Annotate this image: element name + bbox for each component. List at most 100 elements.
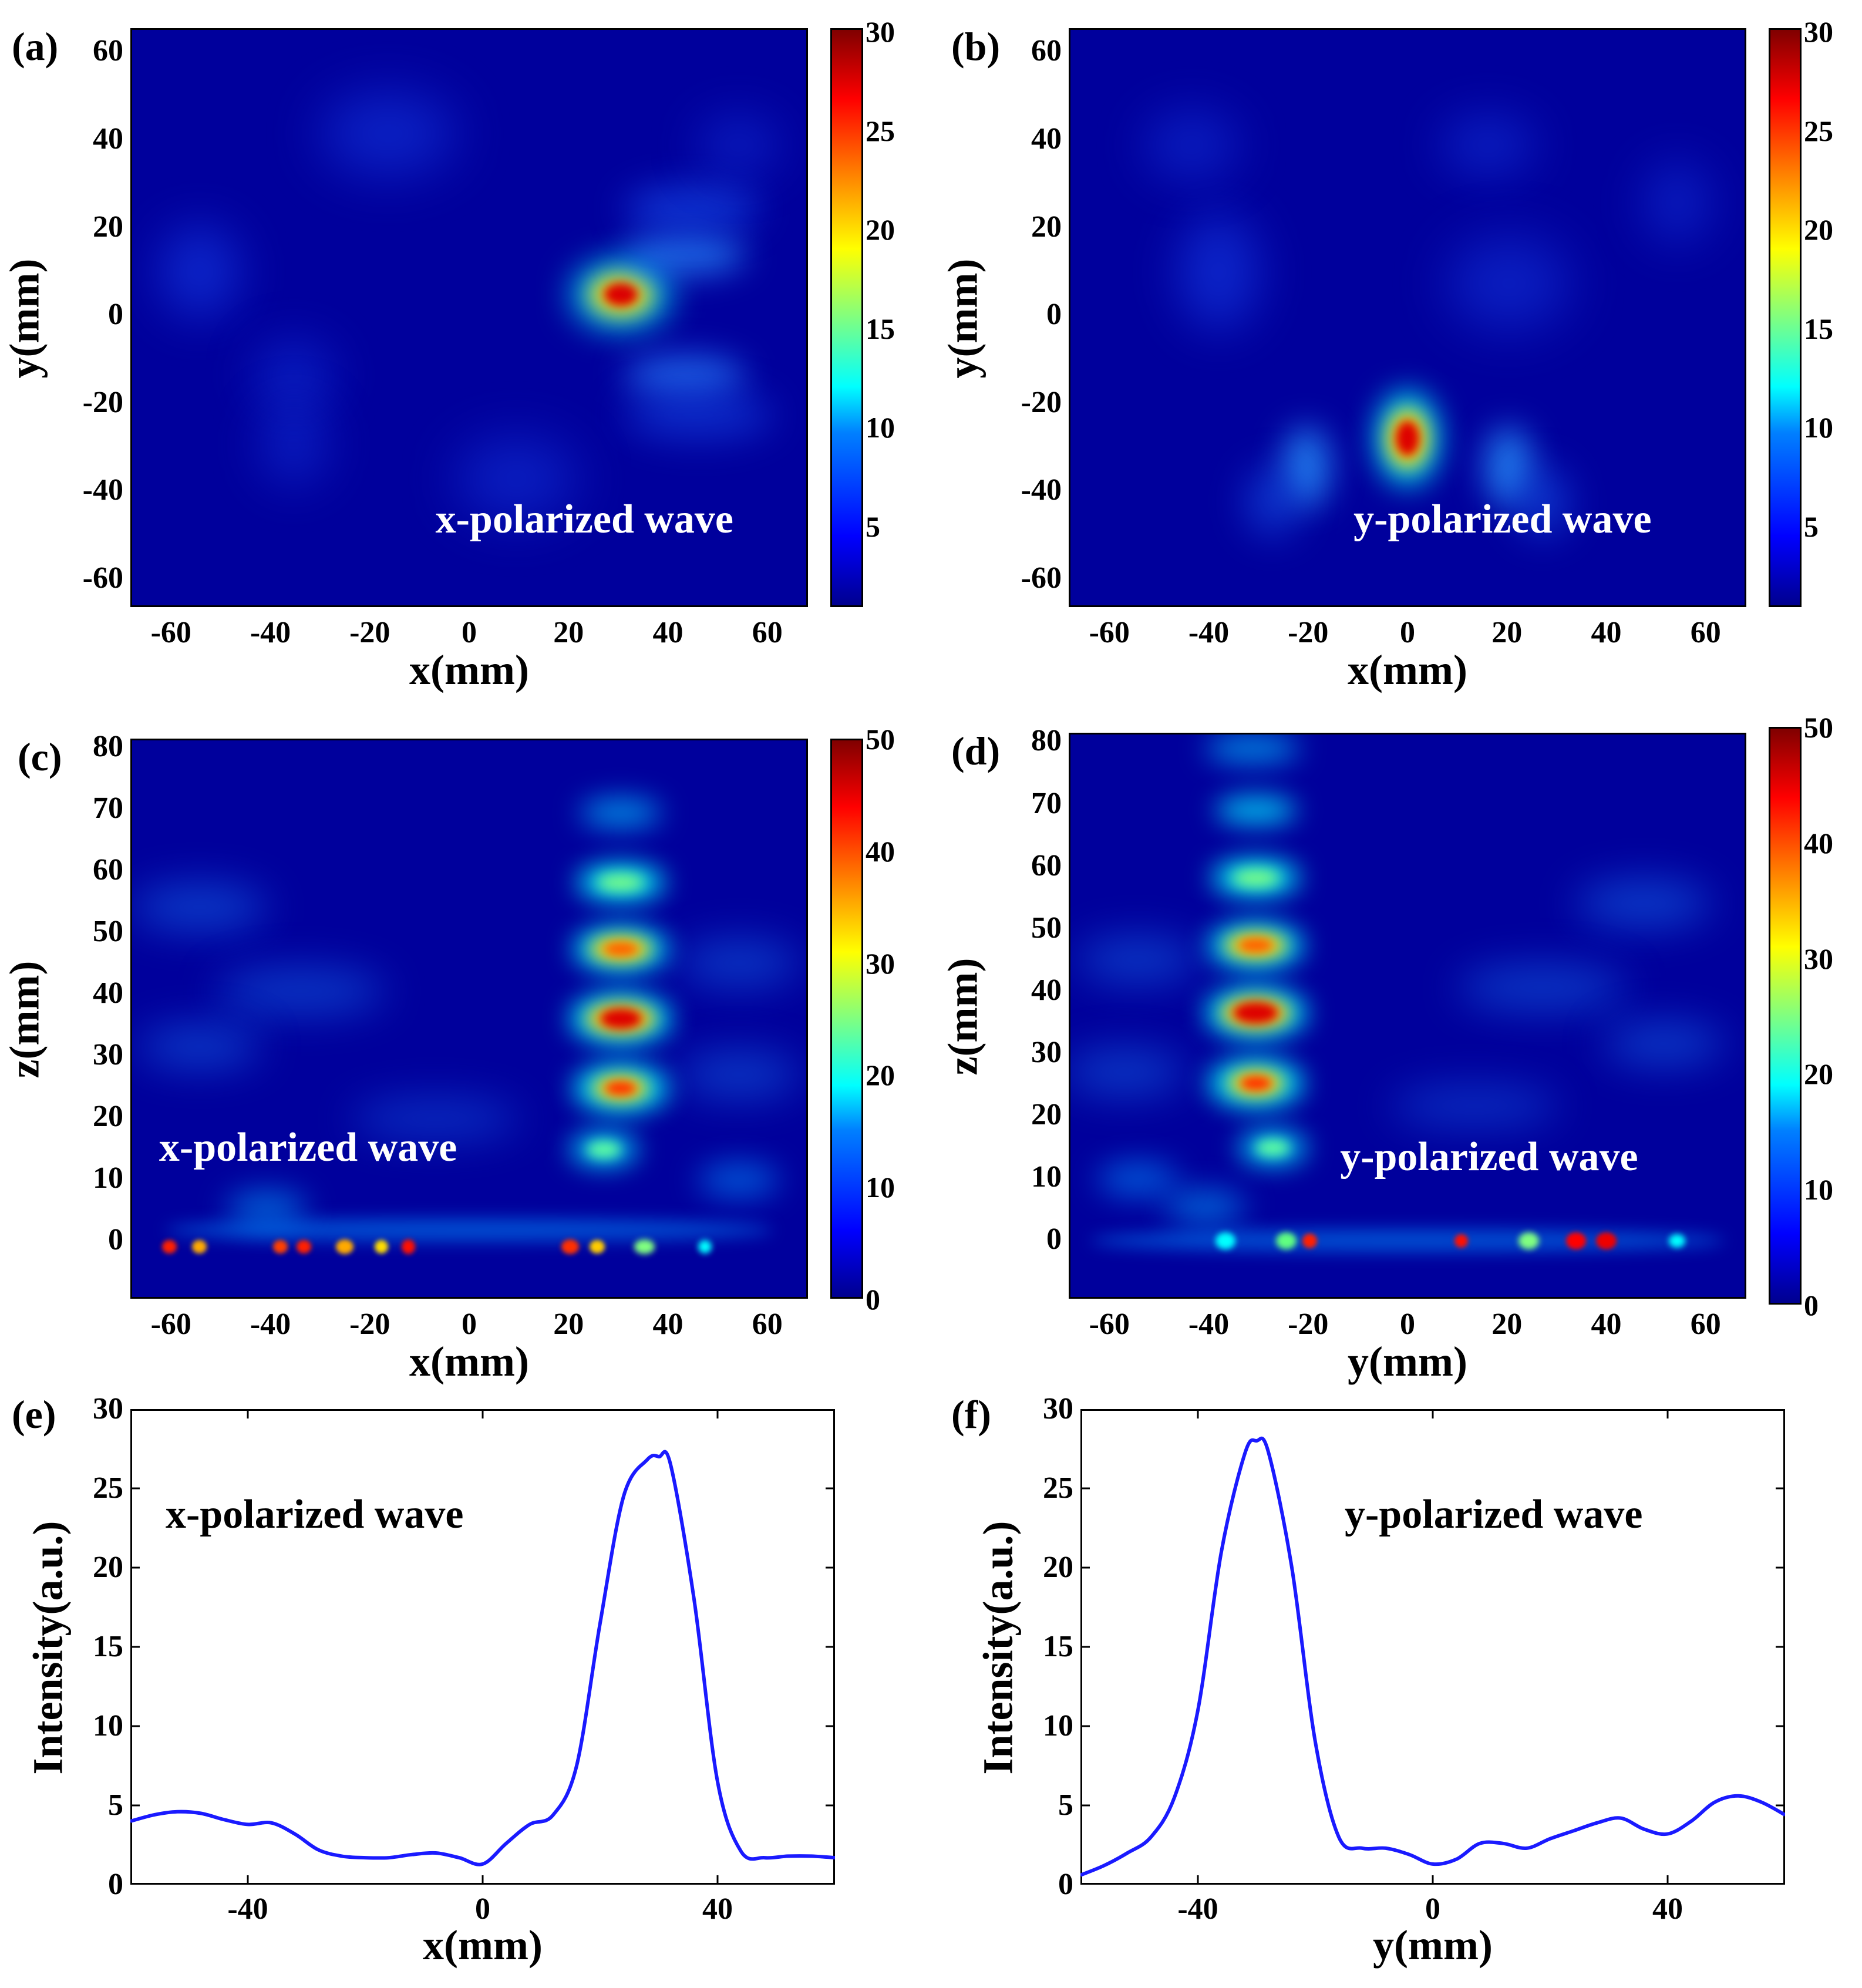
colorbar-tick-label: 25 bbox=[1804, 114, 1833, 147]
intensity-spot bbox=[1458, 965, 1627, 1010]
colorbar-tick-label: 50 bbox=[1804, 711, 1833, 744]
intensity-spot bbox=[1515, 467, 1570, 537]
x-tick-label: -60 bbox=[150, 616, 191, 649]
panel-annotation: x-polarized wave bbox=[435, 496, 733, 542]
intensity-spot bbox=[678, 941, 800, 986]
x-tick-label: 40 bbox=[652, 616, 683, 649]
y-tick-label: 5 bbox=[108, 1788, 123, 1822]
y-tick-label: 0 bbox=[1046, 298, 1062, 332]
intensity-spot bbox=[253, 341, 335, 410]
y-tick-label: -20 bbox=[82, 385, 123, 419]
y-tick-label: -40 bbox=[82, 473, 123, 507]
x-tick-label: 60 bbox=[1690, 1308, 1721, 1341]
x-tick-label: -40 bbox=[1177, 1892, 1218, 1926]
y-tick-label: 40 bbox=[1031, 973, 1062, 1007]
panel-label-e: (e) bbox=[12, 1392, 56, 1437]
x-axis-title: x(mm) bbox=[1348, 646, 1467, 693]
intensity-curve bbox=[1080, 1436, 1785, 1877]
intensity-spot bbox=[1602, 1024, 1725, 1064]
x-tick-label: 60 bbox=[752, 1308, 783, 1341]
intensity-spot bbox=[1215, 796, 1297, 825]
x-axis-title: x(mm) bbox=[423, 1922, 543, 1969]
y-tick-label: 80 bbox=[93, 730, 123, 764]
y-tick-label: 20 bbox=[93, 210, 123, 244]
colorbar-tick-label: 10 bbox=[866, 1171, 895, 1204]
y-tick-label: 30 bbox=[93, 1392, 123, 1426]
intensity-spot bbox=[1596, 1232, 1617, 1249]
intensity-spot bbox=[1447, 237, 1570, 329]
intensity-spot bbox=[351, 1099, 520, 1138]
x-tick-label: -20 bbox=[349, 616, 390, 649]
heatmap-field bbox=[1070, 734, 1745, 1297]
intensity-spot bbox=[1643, 162, 1711, 243]
intensity-spot bbox=[1395, 421, 1420, 456]
intensity-spot bbox=[624, 355, 746, 396]
y-tick-label: 0 bbox=[1046, 1222, 1062, 1256]
x-tick-label: 40 bbox=[1652, 1892, 1683, 1926]
x-tick-label: 60 bbox=[1690, 616, 1721, 649]
intensity-spot bbox=[1070, 1049, 1186, 1095]
intensity-spot bbox=[1239, 938, 1273, 953]
y-tick-label: -60 bbox=[1021, 561, 1062, 595]
heatmap-plot-b: y-polarized wave bbox=[1069, 28, 1746, 607]
line-plot-e bbox=[130, 1409, 835, 1885]
y-tick-label: -40 bbox=[1021, 473, 1062, 507]
intensity-spot bbox=[1215, 1232, 1236, 1249]
panel-annotation: x-polarized wave bbox=[159, 1125, 457, 1171]
x-tick-label: 0 bbox=[1425, 1892, 1440, 1926]
intensity-spot bbox=[561, 1239, 580, 1254]
colorbar bbox=[830, 739, 863, 1299]
colorbar-tick-label: 20 bbox=[1804, 213, 1833, 247]
x-tick-label: -40 bbox=[227, 1892, 268, 1926]
y-tick-label: 30 bbox=[1031, 1035, 1062, 1069]
x-axis-title: y(mm) bbox=[1373, 1922, 1493, 1969]
intensity-spot bbox=[132, 885, 267, 930]
x-tick-label: 0 bbox=[1400, 616, 1415, 649]
colorbar-tick-label: 30 bbox=[1804, 15, 1833, 48]
intensity-spot bbox=[580, 798, 662, 827]
y-tick-label: 5 bbox=[1058, 1788, 1073, 1822]
x-tick-label: -40 bbox=[250, 1308, 291, 1341]
intensity-spot bbox=[1205, 734, 1300, 763]
intensity-spot bbox=[624, 392, 773, 439]
colorbar bbox=[830, 28, 863, 607]
intensity-spot bbox=[590, 1240, 605, 1254]
colorbar-tick-label: 30 bbox=[866, 15, 895, 48]
colorbar-tick-label: 25 bbox=[866, 114, 895, 147]
heatmap-field bbox=[132, 740, 806, 1297]
panel-label-c: (c) bbox=[18, 734, 62, 779]
intensity-spot bbox=[1669, 1234, 1685, 1248]
plot-frame bbox=[1080, 1409, 1785, 1885]
x-axis-title: x(mm) bbox=[409, 1338, 529, 1385]
intensity-spot bbox=[1302, 1233, 1318, 1248]
colorbar-tick-label: 20 bbox=[866, 1059, 895, 1092]
panel-label-d: (d) bbox=[951, 729, 1001, 773]
intensity-spot bbox=[678, 1052, 800, 1097]
intensity-spot bbox=[1576, 881, 1711, 926]
y-tick-label: 25 bbox=[1043, 1471, 1073, 1505]
panel-label-b: (b) bbox=[951, 24, 1001, 69]
x-tick-label: -60 bbox=[1089, 616, 1130, 649]
intensity-spot bbox=[605, 1081, 637, 1096]
intensity-curve bbox=[130, 1450, 835, 1866]
intensity-spot bbox=[161, 1240, 177, 1254]
y-tick-label: 60 bbox=[93, 853, 123, 887]
intensity-spot bbox=[624, 185, 759, 231]
intensity-spot bbox=[698, 1163, 780, 1197]
x-axis-title: x(mm) bbox=[409, 646, 529, 693]
x-tick-label: -40 bbox=[250, 616, 291, 649]
heatmap-plot-a: x-polarized wave bbox=[130, 28, 808, 607]
intensity-spot bbox=[1245, 467, 1300, 537]
y-tick-label: 25 bbox=[93, 1471, 123, 1505]
y-tick-label: 40 bbox=[1031, 122, 1062, 156]
intensity-spot bbox=[192, 1240, 207, 1254]
colorbar bbox=[1769, 28, 1802, 607]
colorbar bbox=[1769, 727, 1802, 1305]
panel-annotation: y-polarized wave bbox=[1345, 1492, 1643, 1537]
y-tick-label: 0 bbox=[1058, 1868, 1073, 1901]
x-tick-label: -40 bbox=[1188, 1308, 1230, 1341]
intensity-spot bbox=[604, 283, 638, 306]
intensity-spot bbox=[216, 968, 385, 1013]
intensity-spot bbox=[1454, 1234, 1469, 1248]
intensity-spot bbox=[139, 1027, 261, 1066]
